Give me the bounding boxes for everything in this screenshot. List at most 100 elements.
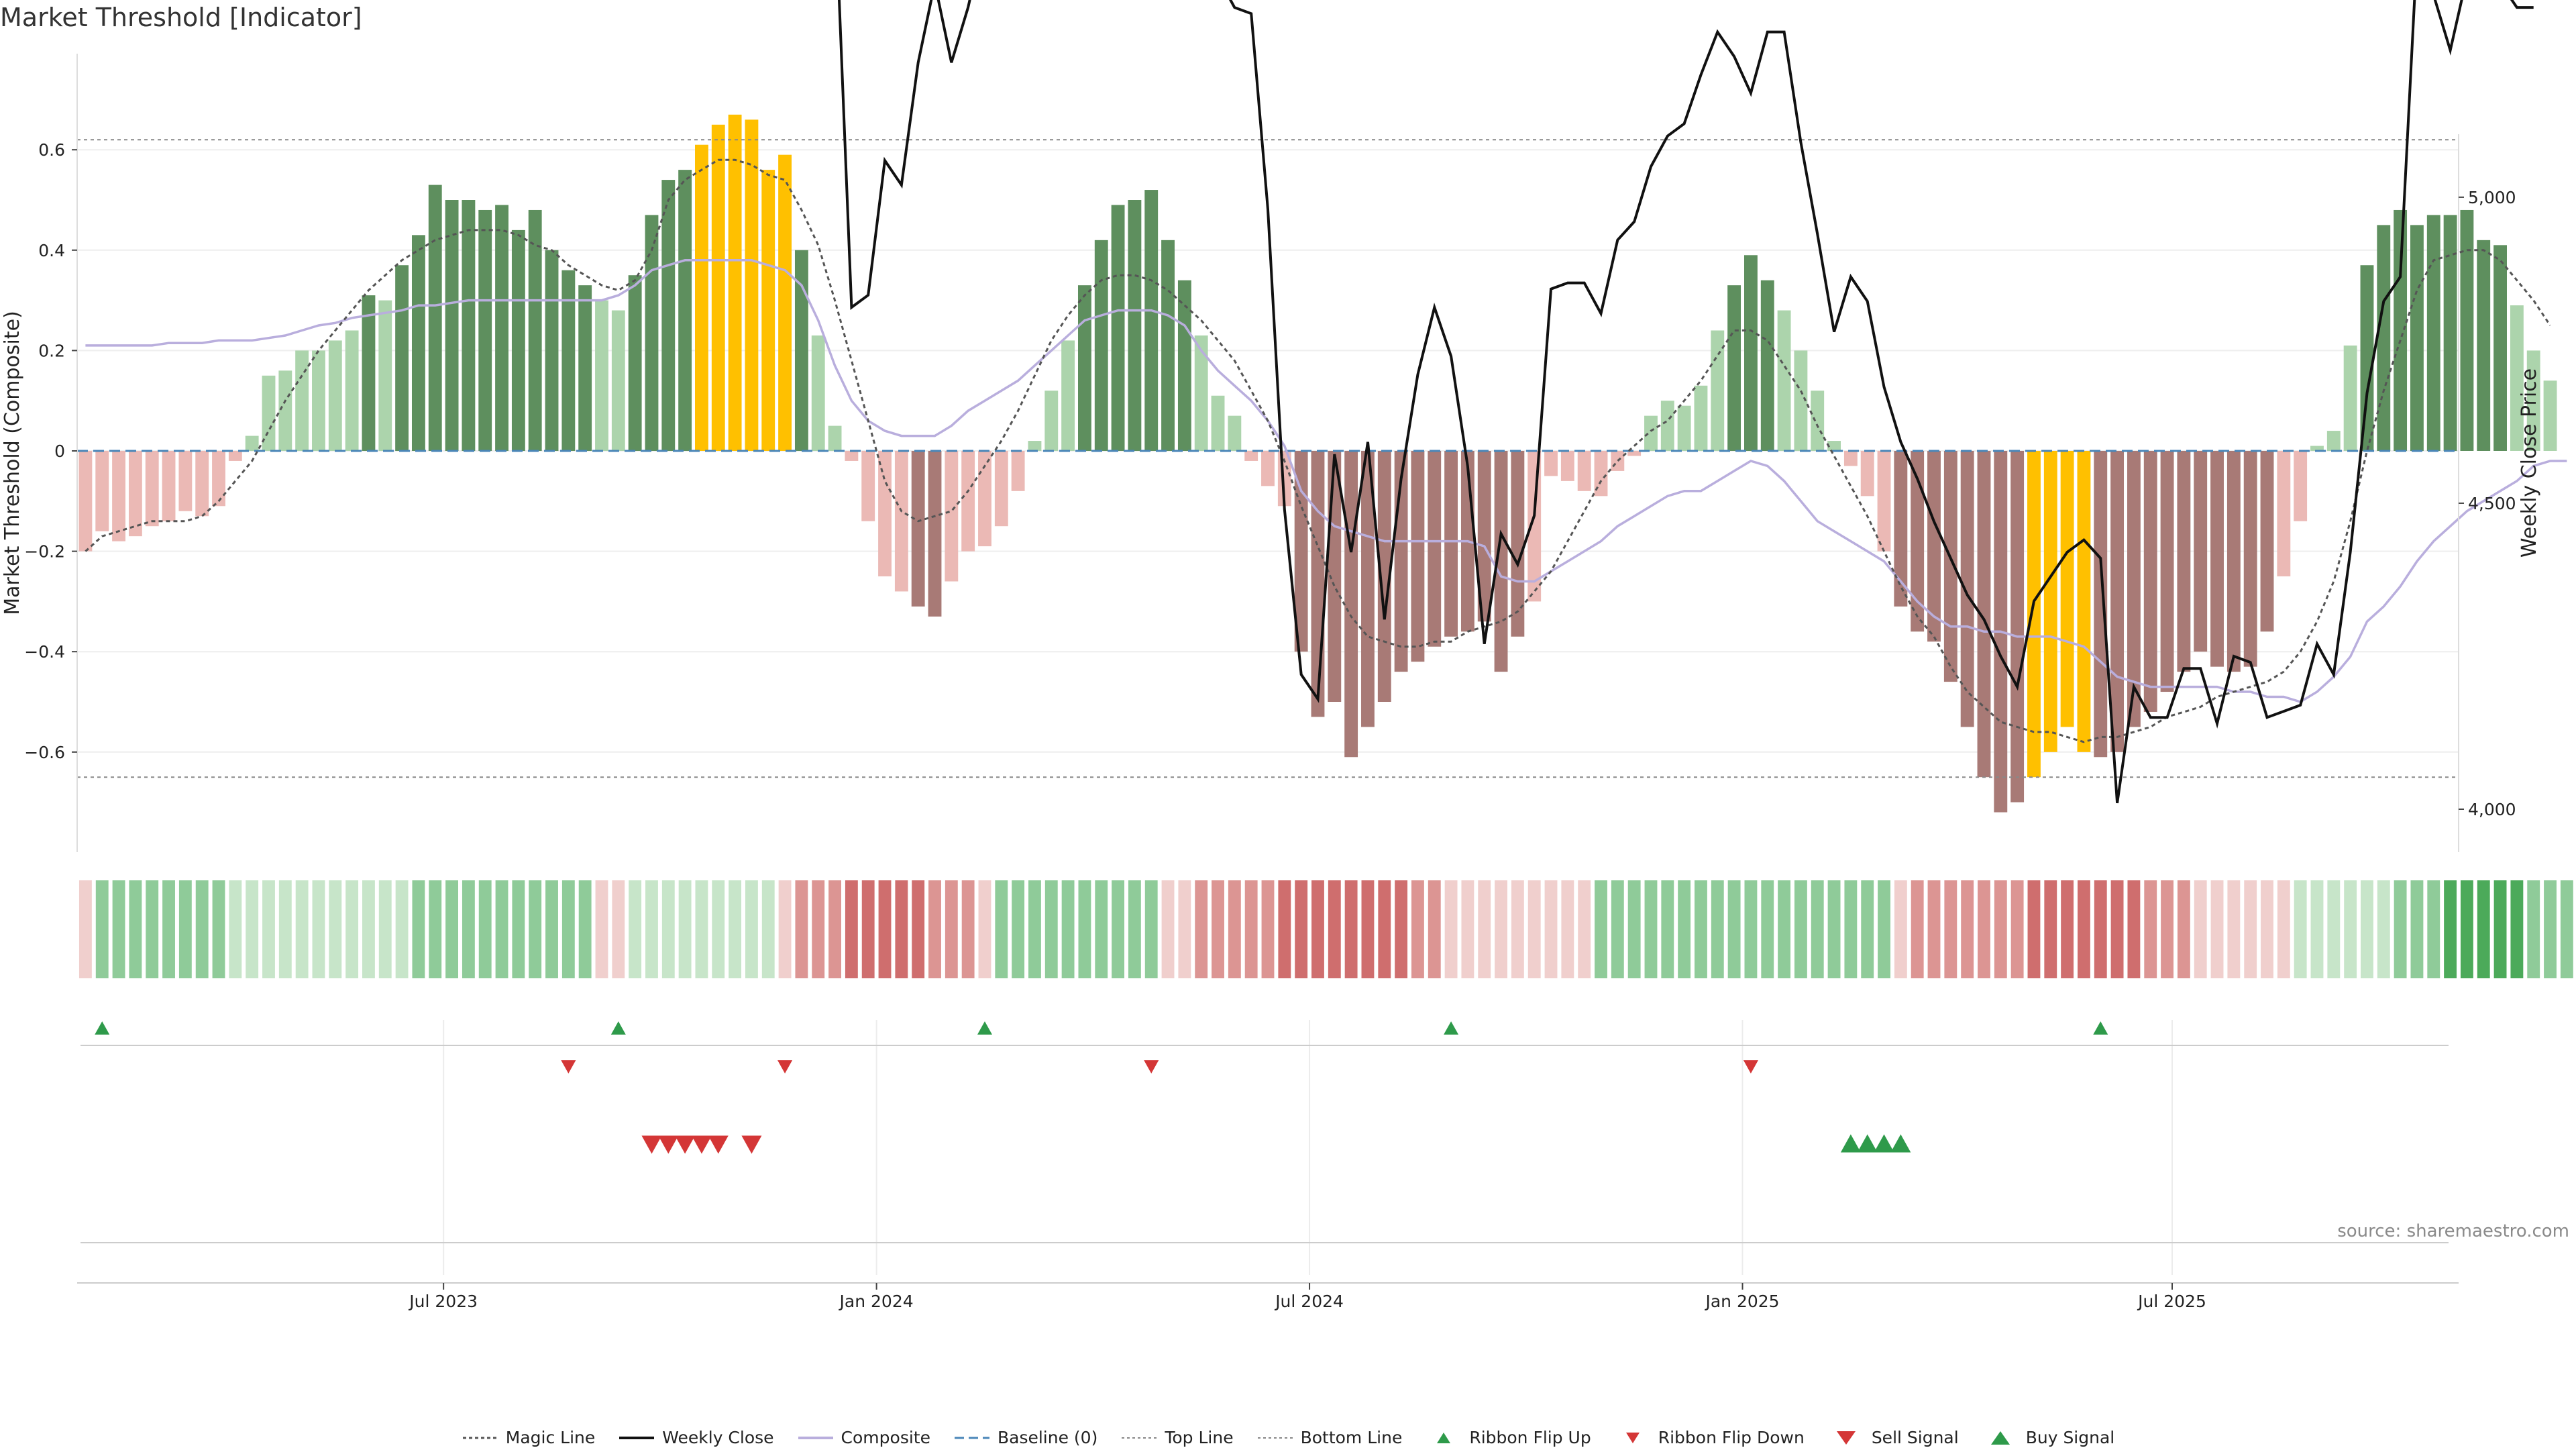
composite-bar [2043, 451, 2057, 752]
legend-label: Top Line [1165, 1428, 1234, 1447]
weekly-close-line [838, 0, 2534, 804]
y-tick-label: 0.4 [38, 241, 65, 260]
ribbon-cell [612, 880, 625, 978]
composite-bar [1511, 451, 1525, 637]
composite-bar [1077, 285, 1091, 451]
composite-bar [811, 335, 825, 451]
ribbon-cell [1478, 880, 1491, 978]
ribbon-cell [1811, 880, 1824, 978]
composite-bar [1094, 240, 1108, 451]
ribbon-cell [961, 880, 975, 978]
ribbon-cell [1761, 880, 1774, 978]
ribbon-flip-down-marker [1144, 1060, 1159, 1074]
composite-bar [2110, 451, 2125, 752]
composite-bar [1294, 451, 1308, 652]
composite-bar [528, 209, 542, 451]
ribbon-cell [945, 880, 958, 978]
ribbon-cell [2344, 880, 2357, 978]
ribbon-cell [1295, 880, 1308, 978]
ribbon-cell [195, 880, 209, 978]
composite-bar [928, 451, 942, 617]
composite-bar [2077, 451, 2091, 752]
ribbon-cell [578, 880, 592, 978]
composite-bar [1411, 451, 1425, 662]
ribbon-cell [2261, 880, 2273, 978]
ribbon-cell [246, 880, 259, 978]
ribbon-cell [1395, 880, 1408, 978]
ribbon-cell [1978, 880, 1990, 978]
ribbon-cell [828, 880, 841, 978]
ribbon-cell [1178, 880, 1191, 978]
ribbon-cell [978, 880, 991, 978]
ribbon-cell [1444, 880, 1458, 978]
composite-bar [1344, 451, 1358, 758]
legend-symbol-baseline [953, 1430, 991, 1446]
y2-tick-label: 4,000 [2468, 800, 2516, 819]
ribbon-cell [1544, 880, 1558, 978]
ribbon-cell [2010, 880, 2024, 978]
composite-bar [2226, 451, 2241, 672]
composite-bar [2460, 209, 2474, 451]
composite-bar [2127, 451, 2141, 727]
composite-bar [945, 451, 959, 582]
ribbon-cell [1495, 880, 1507, 978]
ribbon-flip-down-marker [1743, 1060, 1758, 1074]
composite-bar [695, 144, 708, 451]
legend-symbol-buy [1982, 1430, 2019, 1446]
composite-bar [1577, 451, 1591, 491]
buy-signal-marker [1857, 1134, 1878, 1153]
composite-bar [678, 170, 692, 451]
composite-bar [312, 350, 325, 451]
composite-bar [1261, 451, 1275, 486]
y-tick-label: 0 [54, 442, 65, 461]
composite-bar [1428, 451, 1442, 647]
ribbon-cell [2294, 880, 2307, 978]
sell-signal-marker [691, 1135, 712, 1154]
ribbon-cell [1961, 880, 1974, 978]
composite-line [85, 259, 2567, 703]
ribbon-cell [1678, 880, 1691, 978]
composite-bar [1377, 451, 1391, 702]
ribbon-cell [1778, 880, 1791, 978]
sell-signal-marker [675, 1135, 696, 1154]
ribbon-cell [2027, 880, 2041, 978]
composite-bar [1044, 391, 1059, 451]
composite-bar [2410, 225, 2424, 451]
ribbon-cell [729, 880, 742, 978]
composite-bar [1228, 415, 1242, 451]
composite-bar [2426, 215, 2440, 451]
ribbon-cell [561, 880, 575, 978]
legend-label: Bottom Line [1300, 1428, 1403, 1447]
ribbon-cell [412, 880, 425, 978]
composite-bar [2377, 225, 2391, 451]
ribbon-cell [745, 880, 758, 978]
ribbon-cell [1827, 880, 1841, 978]
y2-axis-label: Weekly Close Price [2518, 368, 2541, 558]
composite-bar [728, 114, 742, 451]
composite-bar [1977, 451, 1991, 778]
composite-bar [1194, 335, 1208, 451]
ribbon-cell [1428, 880, 1441, 978]
ribbon-cell [1044, 880, 1058, 978]
composite-bar [2010, 451, 2025, 802]
composite-bar [378, 300, 392, 451]
ribbon-cell [78, 880, 92, 978]
composite-bar [1811, 391, 1825, 451]
ribbon-cell [2444, 880, 2457, 978]
legend-symbol-close [618, 1430, 655, 1446]
ribbon-cell [2244, 880, 2257, 978]
x-tick-label: Jul 2025 [2137, 1292, 2206, 1311]
ribbon-cell [212, 880, 225, 978]
ribbon-cell [112, 880, 125, 978]
ribbon-cell [1012, 880, 1025, 978]
legend-label: Ribbon Flip Down [1658, 1428, 1805, 1447]
ribbon-cell [1378, 880, 1391, 978]
composite-bar [1560, 451, 1574, 481]
ribbon-cell [2161, 880, 2174, 978]
ribbon-cell [278, 880, 292, 978]
ribbon-cell [2277, 880, 2290, 978]
composite-bar [262, 375, 276, 451]
composite-bar [578, 285, 592, 451]
ribbon-cell [262, 880, 275, 978]
ribbon-cell [1278, 880, 1291, 978]
